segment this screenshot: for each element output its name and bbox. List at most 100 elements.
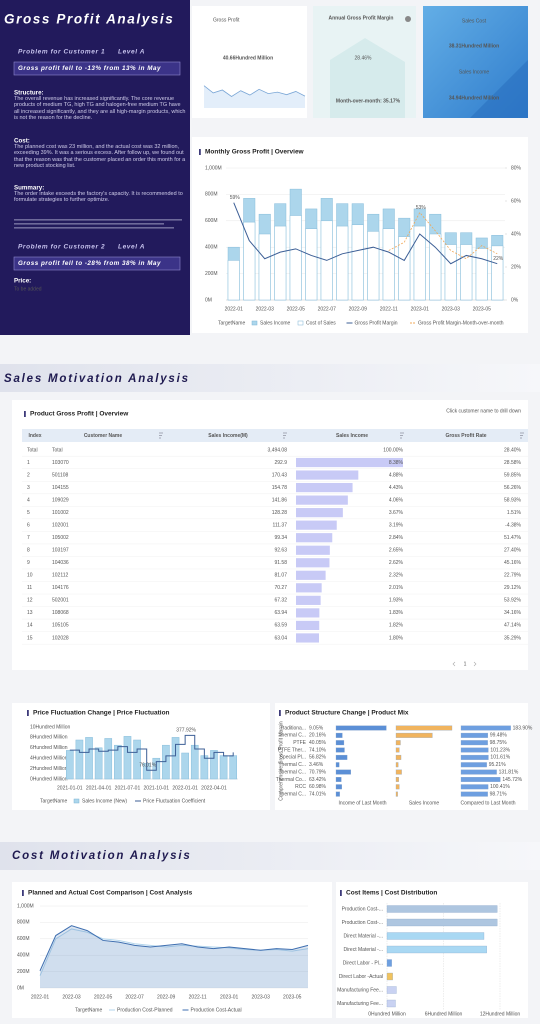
margin-label: 20.16%: [309, 733, 327, 739]
table-cell: -4.38%: [505, 523, 521, 529]
table-cell: 292.9: [274, 460, 287, 466]
table-cell: 91.58: [274, 560, 287, 566]
bar: [398, 236, 411, 301]
column-header: Gross Profit Rate: [445, 433, 486, 439]
share-bar: [296, 620, 320, 631]
x-tick-label: 2022-04-01: [201, 785, 227, 791]
x-tick-label: 2021-01-01: [57, 785, 83, 791]
table-cell: 8.38%: [389, 460, 404, 466]
table-cell: 2: [27, 472, 30, 478]
table-cell: 128.28: [272, 510, 288, 516]
category-label: Thermal C...: [278, 733, 306, 739]
bar: [460, 769, 497, 775]
y-tick-label: 400M: [17, 953, 30, 959]
table-cell: 3: [27, 485, 30, 491]
page-number[interactable]: 1: [464, 661, 467, 667]
title-marker: [340, 890, 342, 896]
bar: [133, 739, 141, 780]
bar: [123, 736, 132, 780]
bar: [335, 769, 351, 775]
legend-label: Sales Income (New): [82, 798, 127, 804]
table-cell: 2.62%: [389, 560, 404, 566]
data-label: 100.41%: [490, 784, 510, 790]
bar: [491, 245, 504, 301]
bar: [335, 732, 343, 738]
panel-label: Compared to Last Month: [460, 800, 515, 806]
y-tick-label: 8Hundred Million: [30, 735, 68, 741]
table-cell: 141.86: [272, 497, 288, 503]
bar: [335, 762, 340, 768]
legend-swatch: [73, 798, 80, 804]
info-icon: [405, 16, 411, 22]
table-cell: 67.32: [274, 598, 287, 604]
bar: [367, 231, 380, 301]
sparkline-area: [204, 85, 305, 108]
bar: [460, 725, 511, 731]
legend-title: TargetName: [40, 798, 67, 804]
table-cell: 15: [27, 635, 33, 641]
bar: [171, 737, 180, 780]
table-cell: 103070: [52, 460, 69, 466]
bar: [258, 233, 271, 301]
kpi-value: 28.46%: [355, 55, 373, 61]
page-next[interactable]: [473, 661, 477, 667]
table-cell: 70.27: [274, 585, 287, 591]
kpi-label: Sales Income: [459, 69, 490, 75]
table-cell: 1.82%: [389, 623, 404, 629]
y-tick-label: 400M: [205, 245, 218, 251]
table-cell: 105002: [52, 535, 69, 541]
bar: [386, 932, 485, 940]
x-tick-label: 2021-07-01: [115, 785, 141, 791]
x-tick-label: 2022-05: [287, 306, 306, 312]
category-label: PTFE Ther...: [278, 747, 306, 753]
x-tick-label: 2022-07: [125, 994, 144, 1000]
y-tick-label: 1,000M: [205, 165, 222, 171]
bar: [460, 777, 501, 782]
bar: [65, 750, 74, 780]
y-tick-label: 10Hundred Million: [30, 724, 71, 730]
y-tick-label: 800M: [17, 920, 30, 926]
bar: [395, 754, 402, 760]
x-tick-label: 2023-03: [442, 306, 461, 312]
bar: [386, 959, 392, 967]
banner-text: Gross profit fell to -13% from 13% in Ma…: [18, 65, 161, 72]
margin-label: 40.05%: [309, 740, 327, 746]
placeholder-line: [14, 223, 164, 225]
sort-icon: [520, 432, 524, 439]
line: [233, 202, 498, 265]
bar: [460, 754, 489, 760]
card-title: Product Gross Profit | Overview: [30, 411, 129, 418]
category-label: Direct Material -...: [344, 933, 383, 939]
x-tick-label: 0Hundred Million: [368, 1011, 406, 1017]
legend-label: Gross Profit Margin-Month-over-month: [418, 320, 504, 326]
table-cell: 7: [27, 535, 30, 541]
page-prev[interactable]: [452, 661, 456, 667]
x-tick-label: 12Hundred Million: [480, 1011, 521, 1017]
margin-label: 70.79%: [309, 769, 327, 775]
bar: [305, 228, 318, 301]
table-cell: 104036: [52, 560, 69, 566]
legend-label: Price Fluctuation Coefficient: [143, 798, 206, 804]
y-tick-label: 200M: [205, 271, 218, 277]
x-tick-label: 2022-01-01: [172, 785, 198, 791]
data-label: 131.81%: [499, 769, 519, 775]
bar: [460, 747, 489, 753]
category-label: Direct Labor -Actual: [339, 974, 383, 980]
table-cell: 4.06%: [389, 497, 404, 503]
table-cell: 2.65%: [389, 548, 404, 554]
x-tick-label: 2021-04-01: [86, 785, 112, 791]
x-tick-label: 2023-03: [252, 994, 271, 1000]
table-cell: 14: [27, 623, 33, 629]
table-cell: 4.88%: [389, 472, 404, 478]
y2-tick-label: 60%: [511, 198, 522, 204]
category-label: Direct Labor - Pl...: [343, 960, 383, 966]
sort-icon: [159, 432, 163, 439]
kpi-label: Sales Cost: [462, 18, 487, 24]
table-cell: 4.43%: [389, 485, 404, 491]
placeholder-line: [14, 227, 174, 229]
bar: [274, 225, 287, 301]
bar: [336, 225, 349, 301]
margin-label: 9.05%: [309, 725, 324, 731]
bar: [386, 905, 498, 913]
bar: [444, 244, 457, 301]
